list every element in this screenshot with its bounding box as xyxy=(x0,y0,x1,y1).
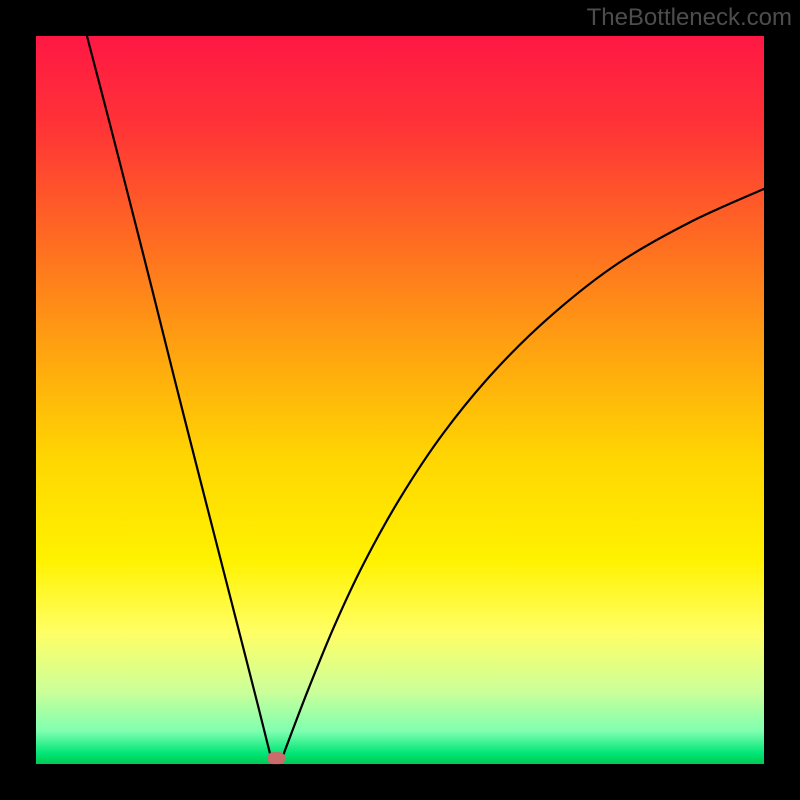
curve-right-branch xyxy=(280,189,764,764)
plot-area xyxy=(36,36,764,764)
curve-left-branch xyxy=(87,36,273,764)
chart-frame: TheBottleneck.com xyxy=(0,0,800,800)
optimum-marker xyxy=(268,752,285,764)
bottleneck-curve xyxy=(36,36,764,764)
watermark-text: TheBottleneck.com xyxy=(587,4,792,32)
